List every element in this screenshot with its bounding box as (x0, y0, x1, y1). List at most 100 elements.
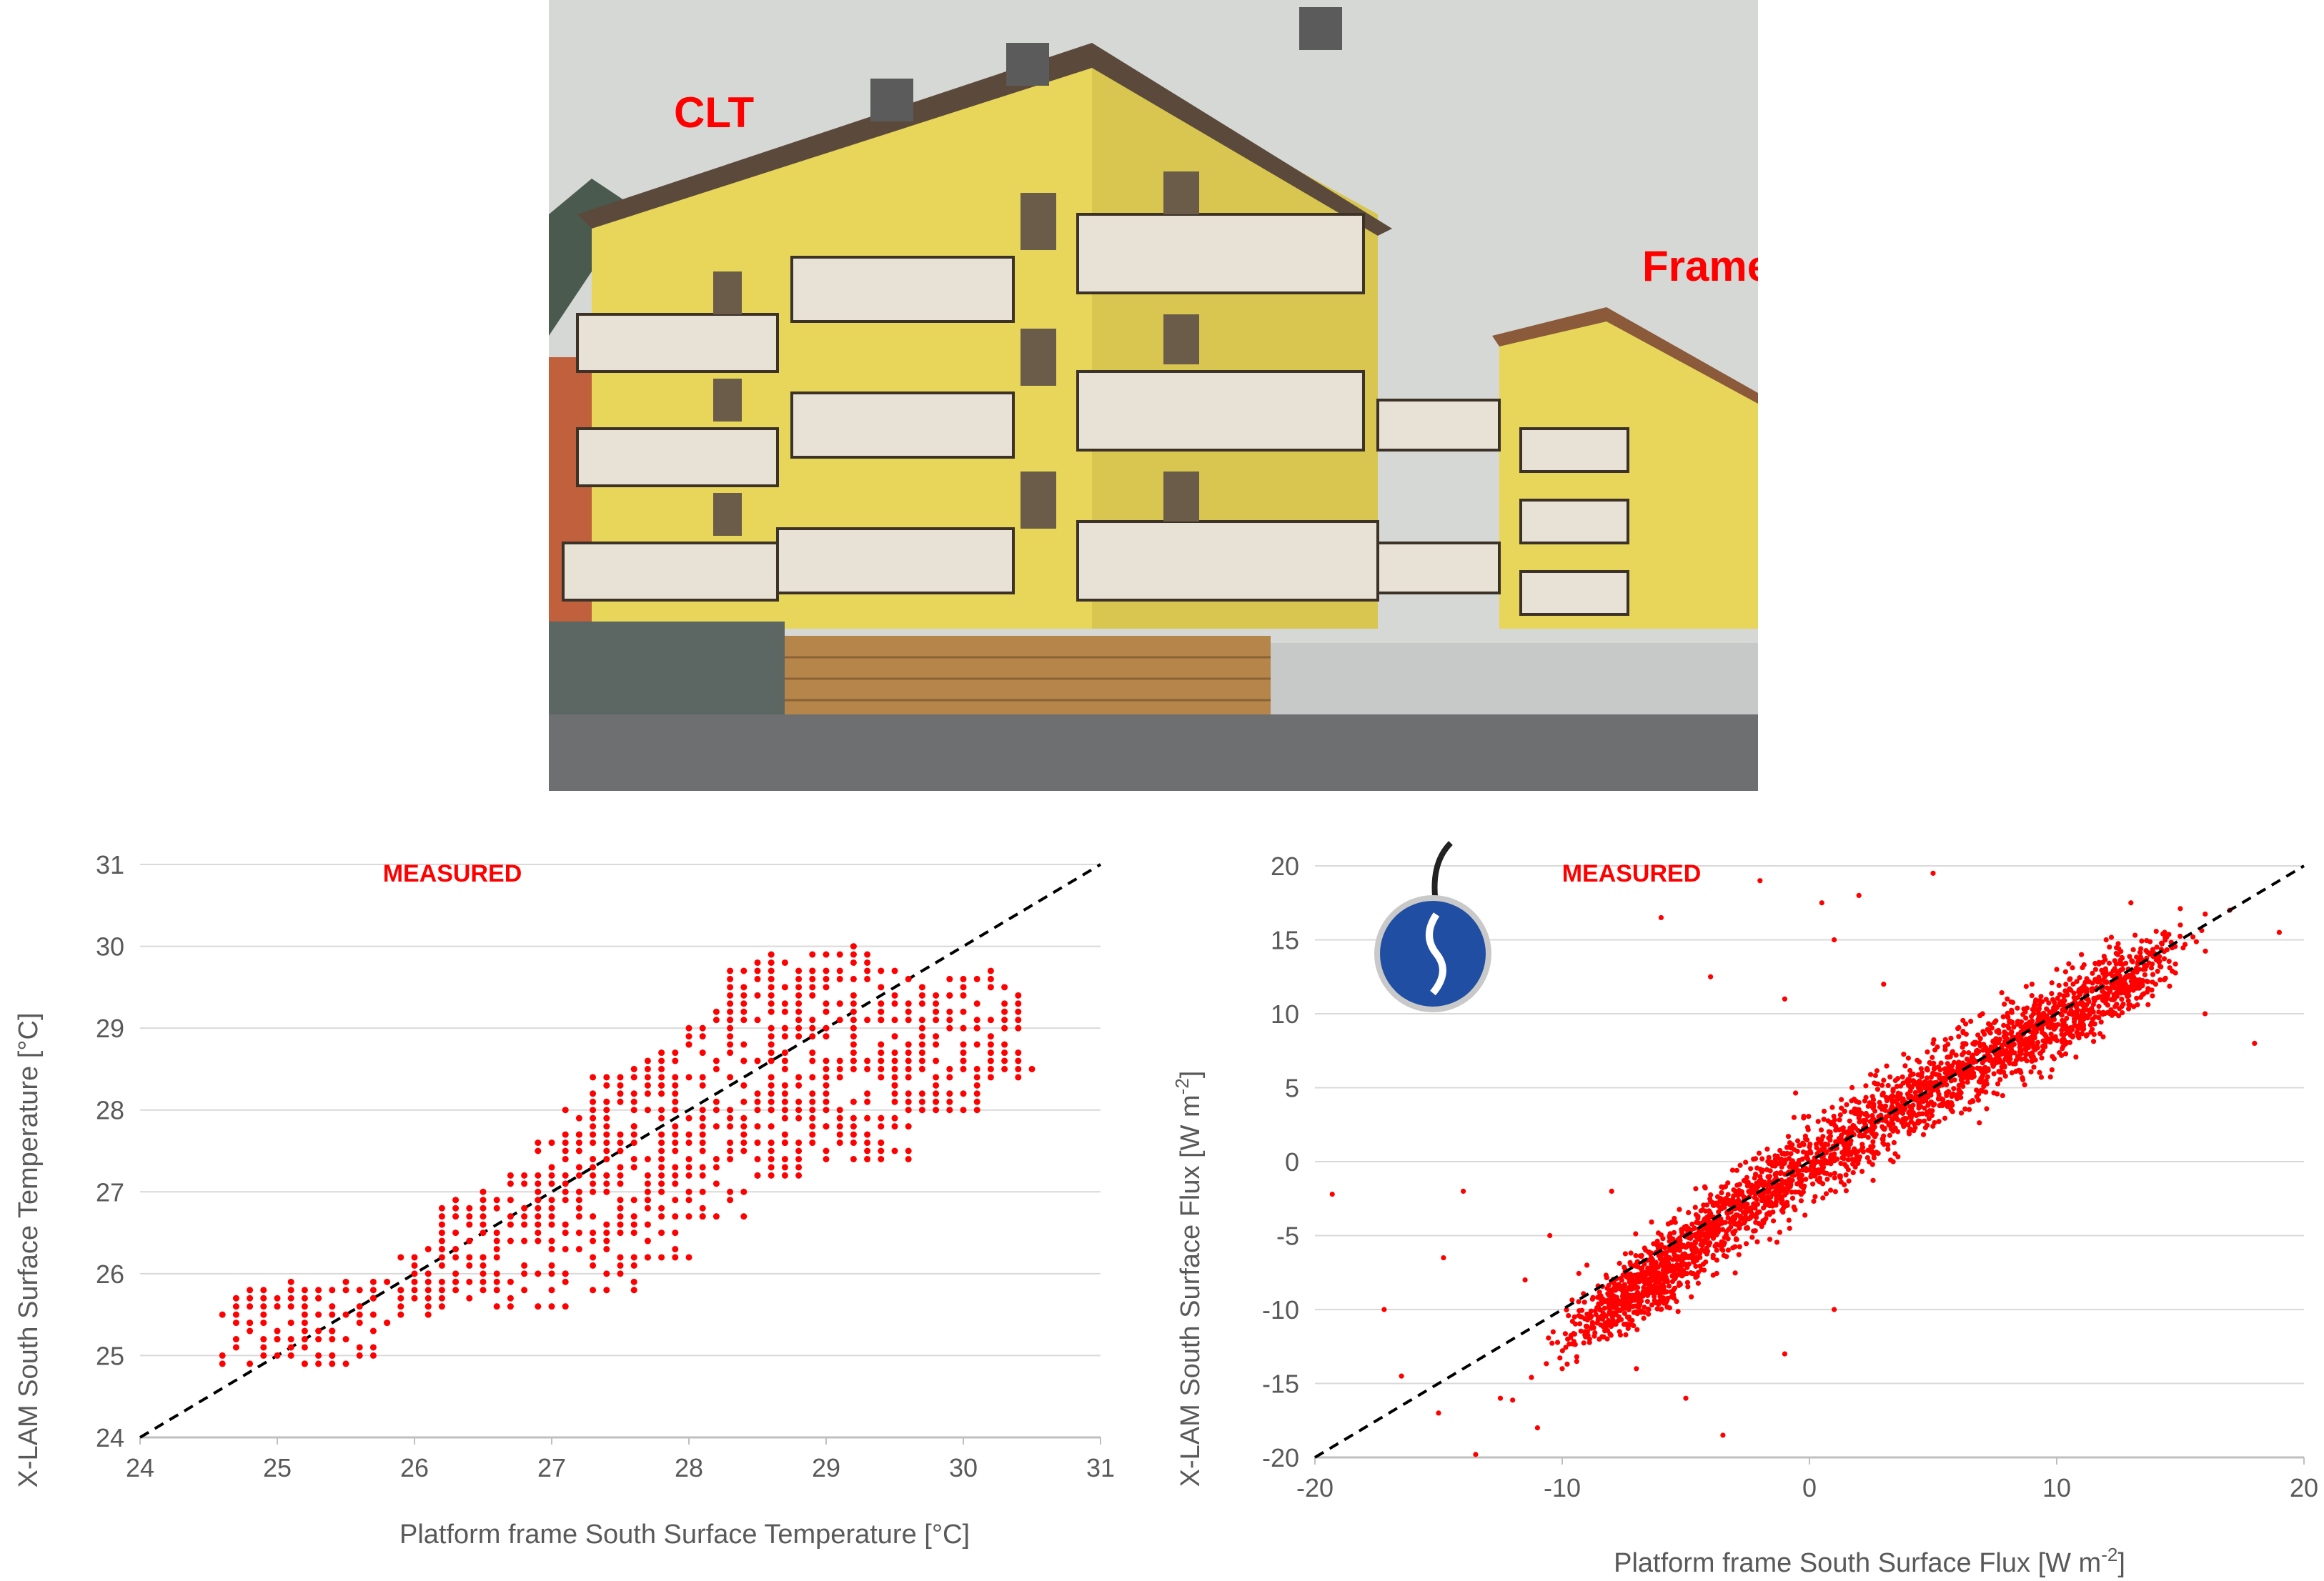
data-point (1964, 1056, 1970, 1062)
data-point (301, 1295, 308, 1302)
data-point (850, 1017, 857, 1024)
data-point (1675, 1309, 1681, 1315)
data-point (1806, 1114, 1812, 1119)
data-point (1739, 1203, 1745, 1209)
data-point (878, 967, 885, 974)
data-point (2037, 1069, 2042, 1075)
data-point (1668, 1289, 1674, 1295)
data-point (727, 1107, 734, 1114)
data-point (1936, 1072, 1942, 1078)
data-point (1972, 1042, 1977, 1047)
data-point (562, 1197, 569, 1204)
data-point (1729, 1167, 1736, 1173)
data-point (1987, 1053, 1992, 1059)
data-point (1942, 1066, 1948, 1072)
data-point (2005, 1050, 2010, 1057)
data-point (864, 959, 871, 966)
data-point (548, 1237, 555, 1245)
data-point (1814, 1144, 1819, 1150)
data-point (1689, 1294, 1694, 1300)
data-point (850, 1033, 857, 1040)
data-point (1399, 1373, 1404, 1379)
data-point (768, 975, 775, 982)
data-point (1732, 1221, 1737, 1227)
data-point (1743, 1159, 1749, 1165)
data-point (1670, 1248, 1676, 1255)
data-point (823, 1008, 830, 1015)
data-point (1685, 1284, 1691, 1290)
data-point (2125, 1006, 2132, 1012)
data-point (2008, 999, 2014, 1005)
data-point (740, 1082, 748, 1089)
data-point (1932, 1079, 1938, 1086)
data-point (1698, 1242, 1704, 1247)
data-point (1652, 1282, 1658, 1287)
y-tick-label: 25 (96, 1341, 124, 1370)
data-point (809, 1123, 816, 1130)
data-point (1657, 1256, 1663, 1262)
data-point (2109, 983, 2115, 989)
data-point (2098, 1019, 2104, 1025)
data-point (644, 1065, 651, 1072)
data-point (480, 1230, 487, 1237)
data-point (987, 1049, 994, 1057)
data-point (1953, 1052, 1959, 1058)
data-point (781, 1107, 788, 1114)
data-point (836, 1017, 843, 1024)
data-point (2060, 1024, 2066, 1029)
data-point (1667, 1305, 1672, 1311)
data-point (2022, 1056, 2028, 1062)
data-point (960, 1090, 967, 1097)
data-point (1576, 1270, 1581, 1277)
data-point (1993, 1036, 1999, 1042)
data-point (1905, 1082, 1912, 1088)
data-point (397, 1254, 404, 1261)
data-point (603, 1131, 610, 1138)
data-point (727, 1155, 734, 1162)
data-point (1602, 1298, 1607, 1305)
data-point (795, 1008, 803, 1015)
data-point (369, 1344, 377, 1351)
data-point (397, 1287, 404, 1294)
data-point (1569, 1297, 1575, 1303)
data-point (1882, 1107, 1888, 1113)
data-point (768, 1082, 775, 1089)
data-point (2150, 947, 2155, 952)
data-point (1714, 1247, 1719, 1253)
data-point (699, 1188, 706, 1195)
data-point (1911, 1082, 1917, 1087)
data-point (1936, 1092, 1942, 1097)
data-point (301, 1327, 308, 1335)
x-tick-label: 30 (949, 1453, 978, 1482)
data-point (548, 1172, 555, 1179)
data-point (2115, 952, 2120, 957)
data-point (2161, 977, 2167, 982)
data-point (1699, 1247, 1704, 1253)
data-point (2203, 948, 2208, 954)
data-point (1924, 1112, 1930, 1117)
data-point (1636, 1299, 1642, 1305)
data-point (1839, 1132, 1844, 1138)
data-point (562, 1131, 569, 1138)
data-point (946, 1008, 953, 1015)
data-point (864, 1155, 871, 1162)
data-point (1948, 1035, 1954, 1041)
data-point (1810, 1181, 1816, 1187)
data-point (2060, 1002, 2066, 1008)
data-point (2180, 945, 2186, 951)
data-point (1015, 992, 1022, 999)
data-point (1867, 1159, 1872, 1164)
data-point (768, 1107, 775, 1114)
data-point (712, 1155, 720, 1162)
data-point (1865, 1134, 1871, 1140)
data-point (891, 1000, 898, 1007)
data-point (1734, 1182, 1740, 1188)
data-point (2009, 1070, 2015, 1076)
data-point (768, 1147, 775, 1154)
y-tick-label: 5 (1285, 1074, 1299, 1103)
data-point (836, 1131, 843, 1138)
data-point (603, 1123, 610, 1130)
data-point (1612, 1310, 1618, 1316)
data-point (287, 1336, 294, 1343)
